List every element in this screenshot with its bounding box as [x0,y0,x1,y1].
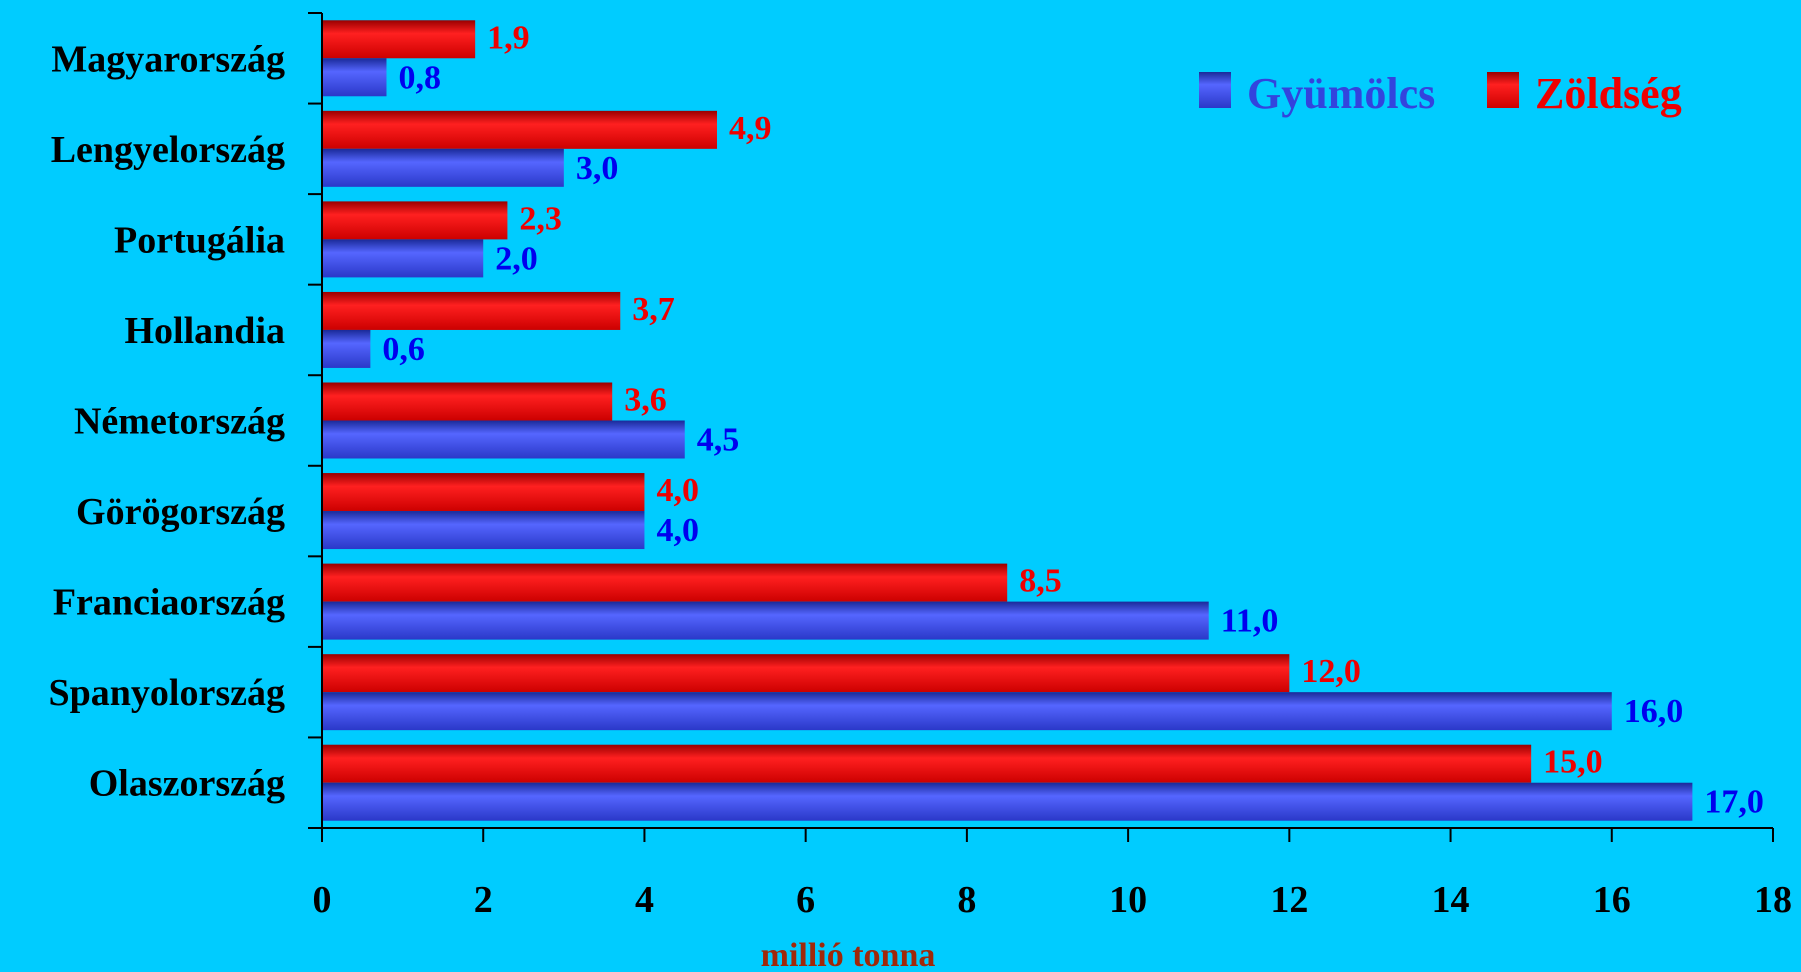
x-tick-label: 6 [796,879,815,921]
data-label-zoldseg: 12,0 [1301,653,1361,690]
data-label-gyumolcs: 0,6 [382,331,425,368]
category-label: Franciaország [53,582,285,624]
x-tick-label: 16 [1593,879,1631,921]
bar-zoldseg [323,110,717,149]
data-labels: 1,9 0,8 4,9 3,0 2,32,0 3,7 0,6 3,6 4,5 4,04,0 8,5 1… [382,19,1764,820]
category-label: Spanyolország [49,672,285,714]
category-label: Németország [74,401,285,443]
axes: 0 2 4 6 8 10 12 14 16 18 Magyarország Lengyelország… [49,12,1792,921]
bar-gyumolcs [323,148,564,187]
x-tick-label: 4 [635,879,654,921]
x-tick-label: 12 [1270,879,1308,921]
data-label-zoldseg: 1,9 [487,19,530,56]
data-label-zoldseg: 4,0 [656,472,699,509]
category-label: Olaszország [89,763,285,805]
data-label-zoldseg: 3,7 [632,291,675,328]
data-label-gyumolcs: 0,8 [398,59,441,96]
data-label-zoldseg: 2,3 [519,200,562,237]
data-label-gyumolcs: 11,0 [1221,603,1279,640]
bar-gyumolcs [323,511,645,550]
bar-zoldseg [323,563,1008,602]
data-label-gyumolcs: 4,0 [656,512,699,549]
data-label-gyumolcs: 3,0 [576,150,619,187]
category-label: Görögország [76,491,285,533]
data-label-gyumolcs: 4,5 [697,422,740,459]
bar-zoldseg [323,291,621,330]
data-label-zoldseg: 8,5 [1019,563,1062,600]
legend: Gyümölcs Zöldség [1199,69,1682,118]
legend-swatch-zoldseg [1487,72,1519,108]
x-axis-title: millió tonna [761,937,936,972]
category-label: Portugália [114,219,285,261]
data-label-gyumolcs: 17,0 [1704,784,1764,821]
bar-gyumolcs [323,329,371,368]
bar-zoldseg [323,654,1290,693]
bar-gyumolcs [323,782,1693,821]
bar-zoldseg [323,382,613,421]
x-tick-label: 2 [474,879,493,921]
bar-zoldseg [323,744,1532,783]
bar-zoldseg [323,20,476,59]
bar-gyumolcs [323,420,685,459]
category-label: Lengyelország [51,129,285,171]
bars [323,20,1693,821]
x-tick-label: 0 [313,879,332,921]
bar-zoldseg [323,473,645,512]
x-tick-label: 18 [1754,879,1792,921]
data-label-gyumolcs: 16,0 [1624,693,1684,730]
category-label: Hollandia [125,310,286,352]
category-label: Magyarország [51,38,285,80]
x-tick-label: 10 [1109,879,1147,921]
legend-label-zoldseg: Zöldség [1535,69,1682,118]
bar-gyumolcs [323,239,484,278]
data-label-zoldseg: 3,6 [624,382,667,419]
legend-swatch-gyumolcs [1199,72,1231,108]
x-tick-label: 14 [1432,879,1470,921]
bar-zoldseg [323,201,508,240]
x-tick-label: 8 [957,879,976,921]
bar-gyumolcs [323,58,387,97]
bar-gyumolcs [323,601,1209,640]
data-label-zoldseg: 4,9 [729,110,772,147]
data-label-gyumolcs: 2,0 [495,240,538,277]
data-label-zoldseg: 15,0 [1543,744,1603,781]
bar-gyumolcs [323,692,1612,731]
legend-label-gyumolcs: Gyümölcs [1247,69,1435,118]
